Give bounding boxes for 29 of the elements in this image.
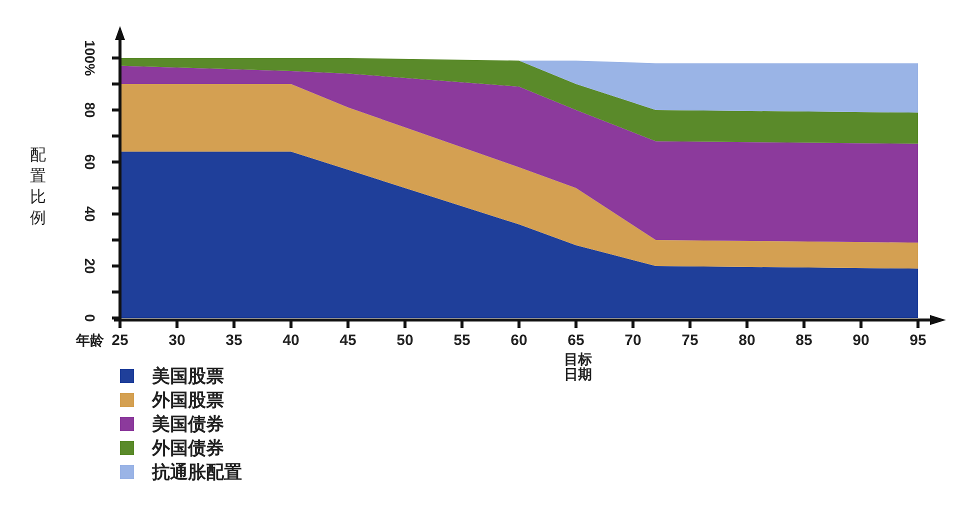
y-tick-label: 20: [82, 258, 98, 274]
x-tick-label: 55: [454, 332, 470, 349]
x-tick-label: 75: [682, 332, 698, 349]
x-tick-label: 45: [340, 332, 356, 349]
x-tick-label: 70: [624, 332, 642, 349]
y-tick-label: 100%: [82, 40, 98, 76]
x-tick-label: 50: [396, 332, 414, 349]
y-tick-label: 80: [82, 102, 98, 118]
y-tick-label: 0: [82, 314, 98, 322]
x-axis-title: 年龄: [75, 332, 105, 348]
legend-label: 美国股票: [151, 366, 224, 386]
x-tick-label: 30: [168, 332, 186, 349]
y-axis-title: 配置比例: [30, 147, 46, 227]
legend-label: 外国股票: [151, 390, 224, 410]
y-tick-label: 60: [82, 154, 98, 170]
legend-label: 外国债券: [151, 438, 224, 458]
x-tick-label: 65: [568, 332, 584, 349]
x-tick-label: 90: [852, 332, 870, 349]
x-tick-label: 85: [796, 332, 812, 349]
x-tick-label: 80: [738, 332, 756, 349]
x-tick-label: 60: [510, 332, 528, 349]
x-tick-label: 95: [910, 332, 926, 349]
x-tick-label: 35: [226, 332, 242, 349]
y-tick-label: 40: [82, 206, 98, 222]
x-tick-label: 25: [112, 332, 128, 349]
x-tick-label: 40: [282, 332, 300, 349]
legend-label: 美国债券: [151, 414, 224, 434]
legend-label: 抗通胀配置: [151, 462, 242, 482]
text: 目标日期: [564, 351, 592, 382]
